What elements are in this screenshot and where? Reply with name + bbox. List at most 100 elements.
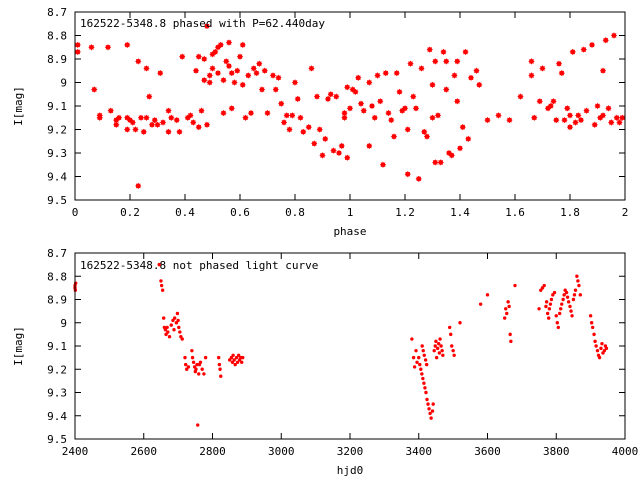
phased-x-tick-label: 0.8	[285, 206, 305, 219]
phased-data-point	[280, 119, 288, 126]
unphased-data-point	[571, 297, 576, 302]
phased-data-point	[327, 91, 334, 98]
unphased-data-point	[599, 346, 603, 351]
phased-data-point	[393, 69, 400, 77]
phased-data-point	[382, 69, 389, 77]
unphased-data-point	[219, 374, 223, 378]
phased-data-point	[324, 95, 332, 103]
unphased-data-point	[195, 362, 199, 367]
phased-data-point	[330, 147, 337, 154]
phased-data-point	[316, 126, 323, 133]
unphased-x-tick-label: 4000	[612, 445, 639, 458]
phased-y-tick-label: 9.4	[47, 171, 67, 184]
unphased-data-point	[159, 279, 163, 283]
unphased-data-point	[186, 365, 191, 369]
unphased-data-point	[506, 300, 510, 304]
phased-y-tick-label: 8.8	[47, 30, 67, 43]
phased-data-point	[206, 79, 213, 86]
unphased-data-point	[167, 335, 172, 339]
unphased-data-point	[577, 283, 581, 288]
unphased-y-tick-label: 8.7	[47, 247, 67, 260]
phased-x-tick-label: 0.6	[230, 206, 250, 219]
phased-x-tick-label: 1.8	[560, 206, 580, 219]
unphased-data-point	[191, 360, 196, 364]
unphased-light-curve-panel: 162522-5348.8 not phased light curve hjd…	[12, 247, 638, 477]
phased-y-axis-label: I[mag]	[12, 86, 25, 126]
unphased-data-point	[163, 328, 168, 332]
phased-data-point	[223, 58, 230, 65]
phased-y-tick-label: 9.5	[47, 194, 67, 207]
unphased-data-point	[197, 372, 201, 376]
unphased-data-point	[423, 386, 427, 390]
phased-data-point	[269, 72, 277, 79]
phased-data-point	[344, 84, 351, 91]
phased-data-point	[135, 182, 142, 190]
phased-data-point	[225, 39, 233, 46]
unphased-data-point	[441, 353, 445, 357]
phased-data-point	[456, 145, 464, 152]
unphased-data-point	[229, 355, 234, 360]
unphased-data-point	[419, 367, 423, 371]
unphased-data-point	[421, 376, 425, 381]
phased-data-point	[429, 114, 436, 121]
phased-data-point	[404, 171, 411, 178]
unphased-data-point	[556, 325, 561, 330]
phased-data-point	[157, 69, 164, 77]
unphased-data-point	[190, 348, 194, 353]
phased-data-point	[465, 135, 472, 143]
unphased-data-point	[200, 367, 204, 371]
unphased-data-point	[505, 311, 509, 316]
phased-data-point	[313, 93, 321, 100]
phased-data-point	[547, 102, 554, 110]
phased-data-point	[335, 149, 343, 157]
unphased-data-point	[174, 321, 179, 325]
unphased-data-point	[593, 339, 597, 344]
unphased-data-point	[234, 355, 239, 360]
unphased-data-point	[218, 367, 222, 371]
phased-data-point	[143, 65, 150, 72]
phased-data-point	[203, 22, 211, 30]
unphased-data-point	[414, 348, 418, 353]
phased-data-point	[289, 112, 296, 119]
unphased-data-point	[169, 323, 173, 327]
phased-data-point	[569, 48, 576, 56]
phased-data-point	[357, 100, 365, 107]
phased-data-point	[305, 123, 312, 131]
unphased-data-point	[421, 348, 425, 353]
phased-data-point	[429, 81, 436, 89]
phased-data-point	[434, 112, 442, 119]
phased-data-point	[418, 65, 425, 72]
phased-data-point	[220, 77, 227, 84]
unphased-data-point	[178, 330, 182, 334]
unphased-data-point	[240, 360, 244, 364]
phased-x-tick-label: 0	[72, 206, 79, 219]
phased-data-point	[217, 41, 224, 49]
phased-data-point	[426, 46, 433, 53]
phased-plot-frame	[74, 11, 626, 201]
phased-data-point	[239, 41, 246, 49]
phased-data-point	[104, 44, 112, 51]
unphased-data-point	[592, 332, 596, 337]
unphased-data-point	[576, 279, 580, 283]
phased-data-point	[374, 72, 381, 79]
phased-data-point	[404, 126, 411, 133]
phased-data-point	[555, 60, 563, 67]
phased-data-point	[443, 86, 450, 93]
phased-data-point	[440, 48, 447, 56]
unphased-data-point	[588, 314, 593, 318]
phased-x-tick-label: 0.4	[175, 206, 195, 219]
phased-data-point	[239, 81, 246, 89]
phased-data-point	[198, 107, 205, 114]
unphased-data-point	[589, 321, 594, 325]
unphased-data-point	[183, 362, 188, 367]
phased-x-axis-label: phase	[333, 225, 366, 238]
unphased-data-point	[235, 360, 240, 364]
unphased-data-point	[544, 304, 548, 309]
unphased-data-point	[185, 367, 189, 371]
phased-data-point	[566, 123, 574, 131]
phased-data-point	[355, 74, 362, 81]
phased-data-point	[140, 128, 147, 136]
unphased-data-point	[160, 288, 165, 292]
unphased-data-point	[539, 288, 543, 292]
